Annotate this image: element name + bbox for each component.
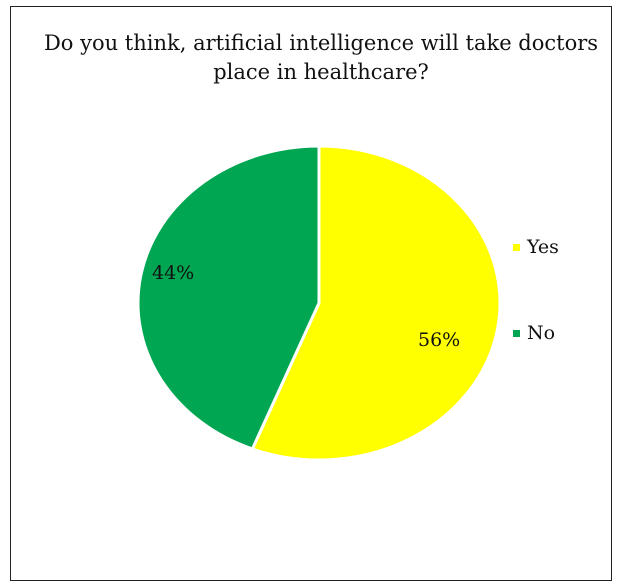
legend-label-yes: Yes: [527, 236, 559, 258]
legend-item-no: No: [513, 322, 555, 344]
legend-item-yes: Yes: [513, 236, 559, 258]
data-label-yes: 56%: [418, 329, 460, 351]
pie-slice-no: [136, 144, 321, 451]
pie-slice-yes: [250, 144, 502, 462]
data-label-no: 44%: [152, 262, 194, 284]
legend-label-no: No: [527, 322, 556, 344]
legend-swatch-no: [513, 329, 520, 337]
legend-swatch-yes: [513, 243, 520, 251]
chart-title: Do you think, artificial intelligence wi…: [43, 31, 599, 84]
